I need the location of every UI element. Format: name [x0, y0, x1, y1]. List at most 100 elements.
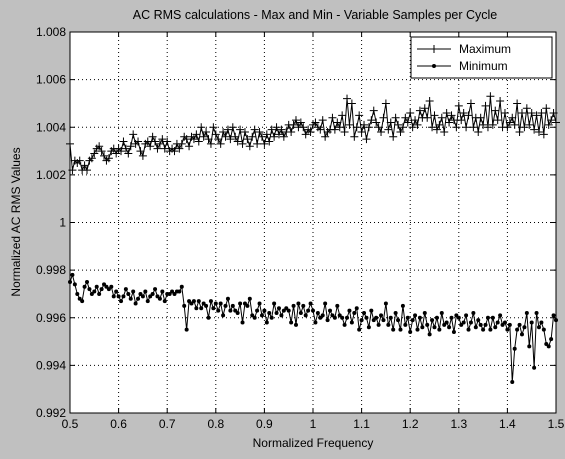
data-point-maximum — [343, 94, 352, 103]
data-point-minimum — [199, 306, 204, 311]
x-tick-label: 0.5 — [62, 417, 79, 431]
data-point-maximum — [175, 144, 184, 153]
data-point-maximum — [255, 128, 264, 137]
data-point-maximum — [454, 101, 463, 110]
data-point-minimum — [162, 299, 167, 304]
data-point-maximum — [384, 125, 393, 134]
data-point-minimum — [478, 322, 483, 327]
data-point-maximum — [100, 151, 109, 160]
x-tick-label: 1 — [310, 417, 317, 431]
data-point-maximum — [525, 120, 534, 129]
data-point-minimum — [551, 313, 556, 318]
data-point-maximum — [221, 132, 230, 141]
data-point-minimum — [99, 287, 104, 292]
data-point-minimum — [225, 296, 230, 301]
data-point-minimum — [128, 296, 133, 301]
data-point-minimum — [342, 322, 347, 327]
data-point-minimum — [517, 322, 522, 327]
y-axis-label: Normalized AC RMS Values — [9, 147, 23, 296]
data-point-maximum — [483, 123, 492, 132]
data-point-minimum — [255, 308, 260, 313]
data-point-maximum — [182, 135, 191, 144]
data-point-minimum — [359, 318, 364, 323]
data-point-minimum — [396, 318, 401, 323]
data-point-maximum — [510, 120, 519, 129]
data-point-maximum — [513, 99, 522, 108]
data-point-maximum — [386, 118, 395, 127]
data-point-maximum — [493, 116, 502, 125]
data-point-minimum — [349, 320, 354, 325]
data-point-minimum — [97, 291, 102, 296]
data-point-minimum — [357, 327, 362, 332]
data-point-minimum — [157, 296, 162, 301]
data-point-maximum — [437, 113, 446, 122]
data-point-maximum — [83, 166, 92, 175]
data-point-maximum — [530, 125, 539, 134]
data-point-minimum — [461, 320, 466, 325]
data-point-maximum — [367, 116, 376, 125]
data-point-minimum — [471, 310, 476, 315]
data-point-maximum — [403, 118, 412, 127]
data-point-maximum — [457, 116, 466, 125]
data-point-minimum — [216, 308, 221, 313]
data-point-minimum — [182, 303, 187, 308]
data-point-minimum — [536, 325, 541, 330]
data-point-maximum — [185, 142, 194, 151]
data-point-maximum — [160, 144, 169, 153]
data-point-maximum — [362, 135, 371, 144]
legend: Maximum Minimum — [410, 36, 553, 79]
data-point-maximum — [459, 108, 468, 117]
data-point-minimum — [143, 289, 148, 294]
data-point-minimum — [495, 320, 500, 325]
data-point-maximum — [520, 123, 529, 132]
data-point-maximum — [423, 113, 432, 122]
data-point-minimum — [211, 306, 216, 311]
data-point-minimum — [218, 301, 223, 306]
data-point-maximum — [505, 118, 514, 127]
data-point-minimum — [522, 325, 527, 330]
y-tick-label: 0.996 — [36, 311, 66, 325]
data-point-minimum — [527, 344, 532, 349]
data-point-maximum — [445, 118, 454, 127]
data-point-minimum — [184, 327, 189, 332]
data-point-minimum — [417, 315, 422, 320]
data-point-minimum — [505, 327, 510, 332]
legend-label-maximum: Maximum — [459, 42, 511, 56]
data-point-maximum — [413, 120, 422, 129]
data-point-minimum — [335, 303, 340, 308]
data-point-maximum — [279, 132, 288, 141]
data-point-minimum — [303, 313, 308, 318]
data-point-minimum — [473, 325, 478, 330]
data-point-maximum — [311, 118, 320, 127]
data-point-maximum — [364, 123, 373, 132]
data-point-maximum — [170, 147, 179, 156]
data-point-maximum — [97, 147, 106, 156]
data-point-maximum — [486, 92, 495, 101]
data-point-minimum — [430, 318, 435, 323]
data-point-minimum — [546, 344, 551, 349]
data-point-minimum — [262, 308, 267, 313]
data-point-minimum — [400, 303, 405, 308]
data-point-maximum — [104, 154, 113, 163]
data-point-maximum — [420, 104, 429, 113]
data-point-minimum — [388, 315, 393, 320]
data-point-maximum — [347, 99, 356, 108]
data-point-minimum — [381, 318, 386, 323]
data-point-maximum — [469, 123, 478, 132]
data-point-maximum — [369, 106, 378, 115]
data-point-minimum — [259, 313, 264, 318]
data-point-minimum — [126, 291, 131, 296]
data-point-maximum — [316, 125, 325, 134]
data-point-maximum — [406, 108, 415, 117]
data-point-minimum — [488, 327, 493, 332]
data-point-maximum — [158, 135, 167, 144]
data-point-maximum — [274, 130, 283, 139]
data-point-minimum — [507, 322, 512, 327]
data-point-minimum — [483, 322, 488, 327]
data-point-minimum — [119, 299, 124, 304]
data-point-minimum — [221, 313, 226, 318]
data-point-minimum — [289, 320, 294, 325]
data-point-maximum — [411, 116, 420, 125]
data-point-minimum — [532, 365, 537, 370]
data-point-maximum — [428, 123, 437, 132]
